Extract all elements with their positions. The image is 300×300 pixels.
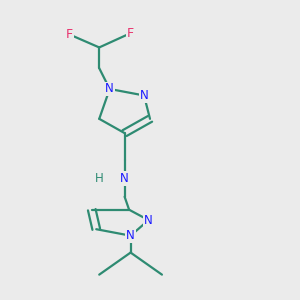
- Text: N: N: [140, 89, 148, 102]
- Text: N: N: [120, 172, 129, 185]
- Text: N: N: [105, 82, 114, 95]
- Text: N: N: [126, 229, 135, 242]
- Text: F: F: [66, 28, 73, 41]
- Text: H: H: [95, 172, 103, 185]
- Text: F: F: [127, 27, 134, 40]
- Text: N: N: [144, 214, 153, 226]
